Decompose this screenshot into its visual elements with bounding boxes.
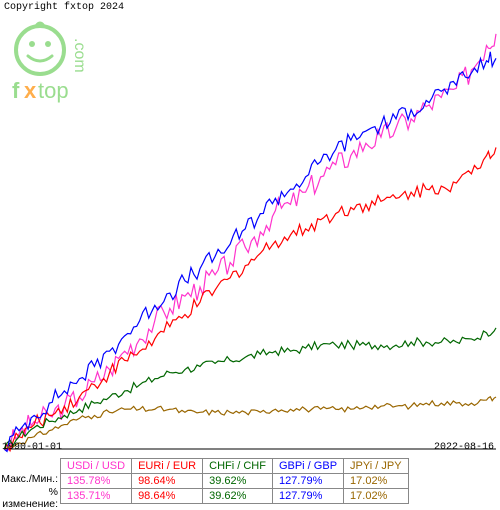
legend-header-cell: EURi / EUR [132, 459, 203, 474]
legend-pctchange-row: 135.71%98.64%39.62%127.79%17.02% [61, 489, 409, 504]
legend-maxmin-row: 135.78%98.64%39.62%127.79%17.02% [61, 474, 409, 489]
legend-maxmin-cell: 127.79% [272, 474, 343, 489]
x-axis-start: 1990-01-01 [2, 442, 62, 453]
legend-pctchange-cell: 39.62% [203, 489, 273, 504]
legend-header-cell: USDi / USD [61, 459, 132, 474]
legend-maxmin-cell: 98.64% [132, 474, 203, 489]
series-USDiUSD [4, 34, 496, 450]
series-CHFiCHF [4, 328, 496, 449]
row-label-maxmin: Макс./Мин.: [0, 473, 58, 485]
legend-pctchange-cell: 135.71% [61, 489, 132, 504]
legend-header-cell: JPYi / JPY [344, 459, 409, 474]
legend-pctchange-cell: 127.79% [272, 489, 343, 504]
legend-pctchange-cell: 17.02% [344, 489, 409, 504]
legend-header-row: USDi / USDEURi / EURCHFi / CHFGBPi / GBP… [61, 459, 409, 474]
x-axis-end: 2022-08-16 [434, 442, 494, 453]
legend-header-cell: CHFi / CHF [203, 459, 273, 474]
legend-pctchange-cell: 98.64% [132, 489, 203, 504]
row-label-pctchange: % изменение: [0, 486, 58, 510]
series-EURiEUR [4, 147, 496, 450]
series-JPYiJPY [4, 397, 496, 449]
legend-maxmin-cell: 135.78% [61, 474, 132, 489]
legend-maxmin-cell: 39.62% [203, 474, 273, 489]
series-GBPiGBP [4, 52, 496, 452]
currency-chart [0, 0, 500, 458]
legend-header-cell: GBPi / GBP [272, 459, 343, 474]
legend-table: USDi / USDEURi / EURCHFi / CHFGBPi / GBP… [60, 458, 409, 504]
legend-maxmin-cell: 17.02% [344, 474, 409, 489]
